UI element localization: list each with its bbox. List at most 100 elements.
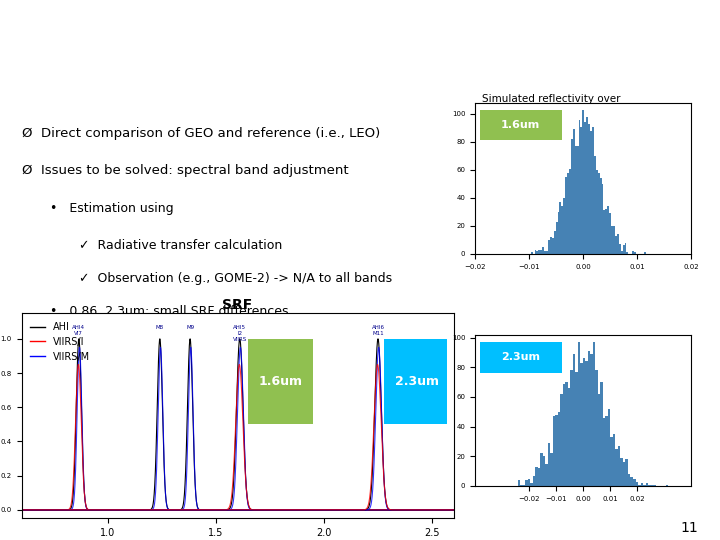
Bar (586, 117, 588, 254)
Bar (558, 412, 560, 486)
Bar (548, 443, 551, 486)
Bar (643, 484, 646, 486)
Bar (542, 247, 544, 254)
Bar (534, 249, 536, 254)
Bar (628, 474, 631, 486)
Text: 1.6um: 1.6um (501, 120, 540, 130)
Bar (578, 342, 580, 486)
Bar (650, 484, 653, 486)
Bar (575, 372, 578, 486)
Bar (580, 363, 583, 486)
Text: •   Estimation using: • Estimation using (50, 202, 174, 215)
Bar (557, 212, 559, 254)
Bar (480, 342, 562, 373)
Bar (590, 131, 592, 254)
Bar (551, 454, 553, 486)
Text: AHI5
I2
VIIRS: AHI5 I2 VIIRS (233, 325, 247, 342)
Bar (618, 244, 621, 254)
Bar (592, 126, 594, 254)
Bar (523, 484, 526, 486)
Bar (618, 446, 621, 486)
Text: ✓  Observation (e.g., GOME-2) -> N/A to all bands: ✓ Observation (e.g., GOME-2) -> N/A to a… (79, 272, 392, 285)
Bar (609, 213, 611, 254)
Bar (559, 202, 562, 254)
Title: SRF: SRF (222, 298, 253, 312)
Bar (633, 478, 636, 486)
Text: 2.3um: 2.3um (395, 375, 439, 388)
Text: AHI4
VI7: AHI4 VI7 (72, 325, 86, 336)
Bar (579, 119, 580, 254)
Text: 11: 11 (680, 521, 698, 535)
Bar (608, 409, 611, 486)
Bar (526, 480, 528, 486)
Bar (600, 178, 602, 254)
Text: Ø  Issues to be solved: spectral band adjustment: Ø Issues to be solved: spectral band adj… (22, 164, 348, 177)
Bar (582, 110, 585, 254)
Bar (556, 415, 558, 486)
Bar (571, 139, 573, 254)
Bar (603, 211, 606, 254)
Bar (531, 483, 533, 486)
Bar (615, 235, 617, 254)
Bar (538, 468, 541, 486)
Bar (646, 483, 648, 486)
Bar (553, 416, 556, 486)
Bar (560, 394, 563, 486)
Bar (546, 251, 548, 254)
Bar (248, 339, 313, 424)
Bar (611, 226, 613, 254)
Bar (617, 234, 618, 254)
Bar (588, 124, 590, 254)
Bar (631, 477, 633, 486)
Bar (621, 251, 623, 254)
Bar (644, 252, 646, 254)
Text: M9: M9 (186, 325, 194, 330)
Bar (562, 206, 563, 254)
Bar (573, 354, 575, 486)
Bar (624, 242, 626, 254)
Bar (606, 209, 607, 254)
Text: Ray-matching w/ S-NPP/VIIRS: Ray-matching w/ S-NPP/VIIRS (38, 16, 682, 54)
Bar (539, 249, 540, 254)
Bar (521, 484, 523, 486)
Bar (665, 484, 668, 486)
Bar (598, 173, 600, 254)
Bar (606, 416, 608, 486)
Bar (590, 354, 593, 486)
Bar (600, 382, 603, 486)
Bar (613, 226, 615, 254)
Bar (528, 478, 531, 486)
Text: Ø  Direct comparison of GEO and reference (i.e., LEO): Ø Direct comparison of GEO and reference… (22, 126, 380, 139)
Bar (565, 382, 568, 486)
Text: ✓  Radiative transfer calculation: ✓ Radiative transfer calculation (79, 239, 282, 252)
Bar (634, 252, 636, 254)
Bar (570, 370, 573, 486)
Bar (607, 206, 609, 254)
Bar (556, 221, 557, 254)
Bar (648, 484, 650, 486)
Bar (626, 460, 628, 486)
Legend: AHI, VIIRS/I, VIIRS/M: AHI, VIIRS/I, VIIRS/M (27, 318, 94, 366)
Bar (541, 454, 543, 486)
Bar (552, 239, 554, 254)
Bar (567, 173, 569, 254)
Bar (575, 146, 577, 254)
Text: 1.6um: 1.6um (258, 375, 303, 388)
Bar (568, 388, 570, 486)
Bar (613, 434, 616, 486)
Bar (569, 168, 571, 254)
Bar (616, 449, 618, 486)
Bar (623, 245, 624, 254)
Bar (565, 177, 567, 254)
Bar (596, 170, 598, 254)
Bar (577, 146, 579, 254)
Bar (621, 458, 623, 486)
Bar (595, 370, 598, 486)
Text: Simulated reflectivity over
liquid cloud (AHI – VIIRS): Simulated reflectivity over liquid cloud… (482, 94, 621, 116)
Text: M8: M8 (156, 325, 164, 330)
Bar (598, 394, 600, 486)
Bar (602, 184, 603, 254)
Bar (543, 456, 546, 486)
Bar (536, 251, 539, 254)
Text: 2.3um: 2.3um (501, 353, 540, 362)
